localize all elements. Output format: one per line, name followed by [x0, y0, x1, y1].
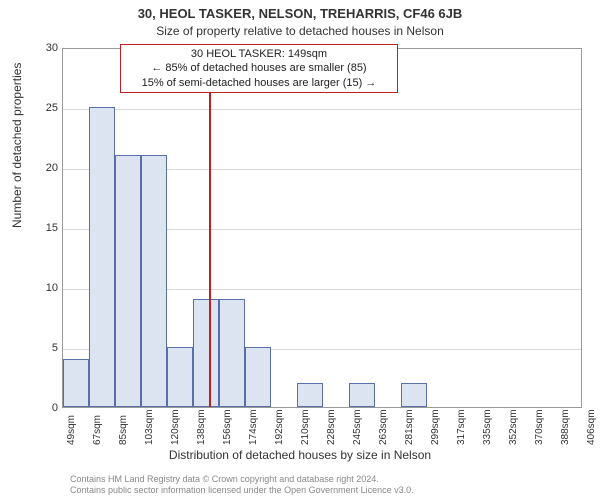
histogram-bar — [245, 347, 271, 407]
marker-line — [209, 49, 211, 407]
callout-line3: 15% of semi-detached houses are larger (… — [127, 76, 391, 90]
histogram-bar — [63, 359, 89, 407]
y-tick-label: 5 — [28, 342, 58, 354]
y-tick-label: 15 — [28, 222, 58, 234]
plot-area — [62, 48, 582, 408]
y-axis-label: Number of detached properties — [10, 63, 24, 228]
x-tick-label: 120sqm — [170, 409, 181, 445]
x-tick-label: 103sqm — [144, 409, 155, 445]
x-tick-label: 174sqm — [248, 409, 259, 445]
histogram-bar — [349, 383, 375, 407]
x-tick-label: 85sqm — [118, 415, 129, 445]
y-tick-label: 20 — [28, 162, 58, 174]
x-tick-label: 388sqm — [560, 409, 571, 445]
histogram-bar — [297, 383, 323, 407]
marker-callout: 30 HEOL TASKER: 149sqm ← 85% of detached… — [120, 44, 398, 93]
x-tick-label: 317sqm — [456, 409, 467, 445]
y-tick-label: 30 — [28, 42, 58, 54]
y-tick-label: 0 — [28, 402, 58, 414]
attribution-text: Contains HM Land Registry data © Crown c… — [70, 474, 590, 496]
x-tick-label: 370sqm — [534, 409, 545, 445]
histogram-chart: 30, HEOL TASKER, NELSON, TREHARRIS, CF46… — [0, 0, 600, 500]
histogram-bar — [401, 383, 427, 407]
chart-title-main: 30, HEOL TASKER, NELSON, TREHARRIS, CF46… — [0, 6, 600, 21]
x-tick-label: 352sqm — [508, 409, 519, 445]
attribution-line2: Contains public sector information licen… — [70, 485, 590, 496]
x-tick-label: 245sqm — [352, 409, 363, 445]
gridline — [63, 109, 581, 110]
x-tick-label: 281sqm — [404, 409, 415, 445]
histogram-bar — [89, 107, 115, 407]
chart-title-sub: Size of property relative to detached ho… — [0, 24, 600, 38]
attribution-line1: Contains HM Land Registry data © Crown c… — [70, 474, 590, 485]
x-tick-label: 406sqm — [586, 409, 597, 445]
x-tick-label: 263sqm — [378, 409, 389, 445]
x-tick-label: 335sqm — [482, 409, 493, 445]
histogram-bar — [219, 299, 245, 407]
y-tick-label: 10 — [28, 282, 58, 294]
histogram-bar — [141, 155, 167, 407]
callout-line1: 30 HEOL TASKER: 149sqm — [127, 47, 391, 61]
x-tick-label: 49sqm — [66, 415, 77, 445]
histogram-bar — [115, 155, 141, 407]
callout-line2: ← 85% of detached houses are smaller (85… — [127, 61, 391, 75]
x-axis-label: Distribution of detached houses by size … — [0, 448, 600, 462]
y-tick-label: 25 — [28, 102, 58, 114]
histogram-bar — [193, 299, 219, 407]
x-tick-label: 299sqm — [430, 409, 441, 445]
x-tick-label: 138sqm — [196, 409, 207, 445]
x-tick-label: 156sqm — [222, 409, 233, 445]
x-tick-label: 67sqm — [92, 415, 103, 445]
x-tick-label: 228sqm — [326, 409, 337, 445]
x-tick-label: 192sqm — [274, 409, 285, 445]
histogram-bar — [167, 347, 193, 407]
x-tick-label: 210sqm — [300, 409, 311, 445]
